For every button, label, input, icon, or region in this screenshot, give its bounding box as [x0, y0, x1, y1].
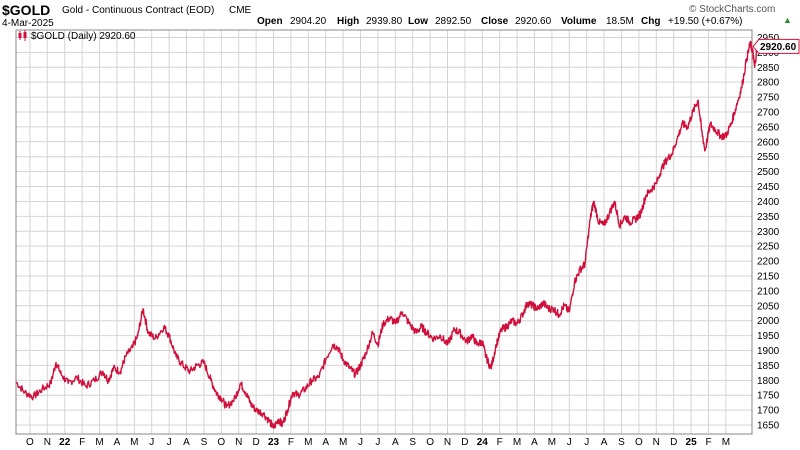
- y-tick-label: 2850: [757, 63, 780, 74]
- x-tick-label: O: [26, 437, 34, 448]
- y-tick-label: 2300: [757, 227, 780, 238]
- x-tick-label: M: [339, 437, 347, 448]
- x-tick-label: D: [461, 437, 468, 448]
- x-tick-label: A: [531, 437, 538, 448]
- y-tick-label: 2600: [757, 137, 780, 148]
- x-tick-label: J: [584, 437, 589, 448]
- chart-title: $GOLD (Daily) 2920.60: [31, 31, 136, 42]
- y-tick-label: 2050: [757, 301, 780, 312]
- x-tick-label: J: [358, 437, 363, 448]
- x-tick-label: O: [426, 437, 434, 448]
- y-tick-label: 2950: [757, 33, 780, 44]
- x-tick-label: D: [252, 437, 259, 448]
- y-tick-label: 2500: [757, 167, 780, 178]
- quote-date: 4-Mar-2025: [2, 18, 54, 29]
- y-tick-label: 1750: [757, 391, 780, 402]
- x-tick-label: M: [722, 437, 730, 448]
- y-tick-label: 2200: [757, 257, 780, 268]
- x-tick-label: A: [601, 437, 608, 448]
- last-price-badge: [752, 38, 800, 54]
- y-tick-label: 2550: [757, 152, 780, 163]
- up-arrow-icon: ▲: [783, 15, 792, 25]
- x-tick-label: N: [444, 437, 451, 448]
- x-tick-label: J: [149, 437, 154, 448]
- x-tick-label: F: [79, 437, 85, 448]
- exchange: CME: [229, 5, 252, 16]
- price-line: [15, 40, 758, 429]
- x-tick-label: M: [130, 437, 138, 448]
- y-tick-label: 2650: [757, 122, 780, 133]
- x-tick-label: 25: [686, 437, 698, 448]
- x-tick-label: M: [304, 437, 312, 448]
- x-tick-label: A: [322, 437, 329, 448]
- y-tick-label: 2450: [757, 182, 780, 193]
- x-tick-label: F: [705, 437, 711, 448]
- y-tick-label: 2700: [757, 107, 780, 118]
- high-value: 2939.80: [366, 16, 403, 27]
- y-tick-label: 1850: [757, 361, 780, 372]
- grid: [16, 30, 752, 434]
- change-label: Chg: [641, 16, 661, 27]
- x-tick-label: M: [548, 437, 556, 448]
- x-tick-label: J: [567, 437, 572, 448]
- x-tick-label: J: [375, 437, 380, 448]
- low-value: 2892.50: [435, 16, 472, 27]
- x-tick-label: F: [497, 437, 503, 448]
- y-tick-label: 2150: [757, 271, 780, 282]
- chart-header: $GOLD Gold - Continuous Contract (EOD) C…: [0, 0, 800, 32]
- y-tick-label: 2800: [757, 78, 780, 89]
- y-tick-label: 1700: [757, 406, 780, 417]
- x-tick-label: D: [670, 437, 677, 448]
- x-tick-label: S: [409, 437, 416, 448]
- x-tick-label: O: [217, 437, 225, 448]
- change-value: +19.50 (+0.67%): [668, 16, 743, 27]
- y-tick-label: 2250: [757, 242, 780, 253]
- x-tick-label: O: [635, 437, 643, 448]
- x-tick-label: A: [183, 437, 190, 448]
- x-tick-label: 22: [59, 437, 71, 448]
- x-tick-label: S: [618, 437, 625, 448]
- last-price-label: 2920.60: [752, 38, 800, 54]
- symbol: $GOLD: [2, 2, 51, 18]
- x-tick-label: N: [44, 437, 51, 448]
- x-tick-label: 24: [477, 437, 489, 448]
- y-tick-label: 2750: [757, 93, 780, 104]
- y-tick-label: 1650: [757, 421, 780, 432]
- plot-frame: [15, 29, 753, 435]
- x-tick-label: F: [288, 437, 294, 448]
- x-tick-label: A: [114, 437, 121, 448]
- x-tick-label: S: [201, 437, 208, 448]
- instrument-name: Gold - Continuous Contract (EOD): [62, 5, 215, 16]
- low-label: Low: [408, 16, 428, 27]
- y-tick-label: 1800: [757, 376, 780, 387]
- x-tick-label: M: [513, 437, 521, 448]
- y-tick-label: 1900: [757, 346, 780, 357]
- chart-legend: $GOLD (Daily) 2920.60: [18, 30, 136, 42]
- close-value: 2920.60: [515, 16, 552, 27]
- y-axis: 1650 1700 1750 1800 1850 1900 1950 2000 2050 2100…: [757, 33, 780, 432]
- last-price-value: 2920.60: [760, 42, 797, 53]
- x-tick-label: N: [235, 437, 242, 448]
- x-tick-label: M: [95, 437, 103, 448]
- x-axis: O N 22 F M A M J J A S O N D 23 F M A M J J A S O N D 24 F M A M J J A S O N…: [26, 437, 730, 448]
- x-tick-label: N: [653, 437, 660, 448]
- y-tick-label: 2000: [757, 316, 780, 327]
- x-tick-label: 23: [268, 437, 280, 448]
- open-label: Open: [257, 16, 283, 27]
- y-tick-label: 2100: [757, 286, 780, 297]
- close-label: Close: [481, 16, 509, 27]
- y-tick-label: 2350: [757, 212, 780, 223]
- y-tick-label: 2400: [757, 197, 780, 208]
- high-label: High: [337, 16, 360, 27]
- volume-label: Volume: [561, 16, 597, 27]
- open-value: 2904.20: [290, 16, 327, 27]
- volume-value: 18.5M: [606, 16, 634, 27]
- x-tick-label: J: [167, 437, 172, 448]
- x-tick-label: A: [392, 437, 399, 448]
- candlestick-icon: [18, 30, 27, 41]
- y-tick-label: 1950: [757, 331, 780, 342]
- watermark: © StockCharts.com: [689, 4, 776, 15]
